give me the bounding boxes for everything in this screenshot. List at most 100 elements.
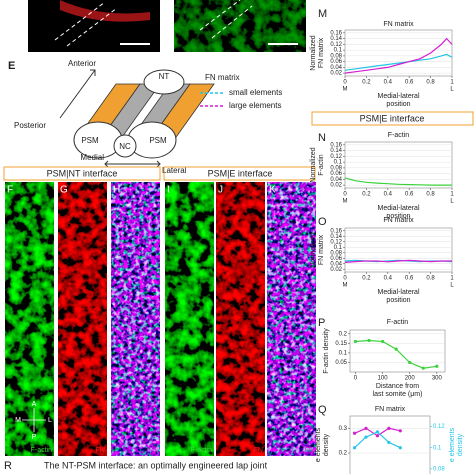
y-tick-label: 0.04 bbox=[330, 65, 342, 71]
y-tick-label: 0.12 bbox=[330, 154, 342, 160]
caption: The NT-PSM interface: an optimally engin… bbox=[44, 460, 268, 470]
x-axis-label: Distance from bbox=[376, 383, 419, 390]
data-point bbox=[352, 431, 357, 435]
structure-label: NC bbox=[119, 142, 131, 151]
y-tick-label: 0.15 bbox=[335, 341, 347, 347]
axis-label: Lateral bbox=[162, 166, 187, 175]
y2-tick-label: 0.12 bbox=[433, 424, 445, 430]
x-tick-label: 0.6 bbox=[405, 276, 414, 282]
data-point bbox=[421, 366, 425, 370]
end-label: M bbox=[343, 283, 348, 289]
x-tick-label: 0.8 bbox=[426, 276, 435, 282]
y-tick-label: 0.02 bbox=[330, 183, 342, 189]
end-label: M bbox=[343, 87, 348, 93]
x-tick-label: 0.8 bbox=[426, 80, 435, 86]
axis-arrow bbox=[59, 69, 96, 119]
axis-label: Posterior bbox=[14, 121, 46, 130]
stain-label: F-actin bbox=[191, 447, 213, 454]
x-tick-label: 0 bbox=[354, 376, 358, 382]
group-box bbox=[3, 166, 161, 181]
data-point bbox=[394, 347, 398, 351]
legend-title: FN matrix bbox=[205, 73, 240, 82]
panel-label: R bbox=[4, 460, 12, 472]
panel-label: M bbox=[318, 8, 327, 20]
x-tick-label: 0 bbox=[343, 192, 347, 198]
plot-title: FN matrix bbox=[383, 21, 414, 28]
x-tick-label: 1 bbox=[450, 192, 454, 198]
x-tick-label: 0.2 bbox=[362, 192, 371, 198]
compass bbox=[22, 408, 46, 432]
x-tick-label: 0.4 bbox=[384, 192, 393, 198]
y2-axis-label: e elements bbox=[449, 427, 456, 462]
y-tick-label: 0.2 bbox=[339, 451, 348, 457]
plot-title: FN matrix bbox=[383, 217, 414, 224]
y-tick-label: 0.2 bbox=[339, 331, 348, 337]
panel-label: O bbox=[318, 216, 327, 228]
stain-label: FN bbox=[254, 447, 263, 454]
y-tick-label: 0.02 bbox=[330, 71, 342, 77]
panel-label: N bbox=[318, 132, 326, 144]
data-point bbox=[398, 446, 402, 450]
x-tick-label: 0 bbox=[343, 80, 347, 86]
y-tick-label: 0.14 bbox=[330, 234, 342, 240]
panel-label: F bbox=[7, 185, 13, 196]
x-tick-label: 0.8 bbox=[426, 192, 435, 198]
stain-band bbox=[60, 0, 150, 22]
y-tick-label: 0.04 bbox=[330, 177, 342, 183]
y-tick-label: 0.1 bbox=[334, 48, 343, 54]
series-line bbox=[344, 37, 453, 74]
plot-title: FN matrix bbox=[375, 406, 406, 413]
nc-end bbox=[113, 134, 137, 158]
dashed-outline bbox=[199, 0, 253, 39]
data-point bbox=[352, 446, 357, 450]
group-title: PSM|E interface bbox=[360, 113, 425, 123]
end-label: M bbox=[343, 199, 348, 205]
y-axis-label: e elements bbox=[315, 427, 322, 462]
plot-area bbox=[349, 415, 431, 474]
x-tick-label: 0 bbox=[343, 276, 347, 282]
x-tick-label: 0.2 bbox=[362, 80, 371, 86]
data-point bbox=[375, 430, 380, 434]
micrograph-texture bbox=[216, 182, 265, 456]
y-tick-label: 0.16 bbox=[330, 142, 342, 148]
data-point bbox=[387, 440, 391, 445]
x-axis-label: last somite (μm) bbox=[373, 391, 423, 398]
plot-area bbox=[344, 227, 453, 273]
y-tick-label: 0.16 bbox=[330, 30, 342, 36]
x-axis-label: Medial-lateral bbox=[377, 93, 419, 100]
y-tick-label: 0.08 bbox=[330, 53, 342, 59]
x-tick-label: 100 bbox=[378, 376, 389, 382]
stain-label: FN bbox=[96, 447, 105, 454]
x-tick-label: 0.4 bbox=[384, 80, 393, 86]
micrograph-texture bbox=[267, 182, 316, 456]
panel-label: K bbox=[269, 185, 276, 196]
structure-label: NT bbox=[159, 72, 170, 81]
stain-label: FN bbox=[149, 447, 158, 454]
structure-label: PSM bbox=[81, 136, 99, 145]
legend-label: small elements bbox=[229, 88, 282, 97]
micrograph-texture bbox=[165, 182, 214, 456]
x-tick-label: 0.2 bbox=[362, 276, 371, 282]
legend-label: large elements bbox=[229, 101, 281, 110]
data-point bbox=[353, 339, 358, 344]
axis-label: Medial bbox=[80, 153, 104, 162]
compass-label: P bbox=[32, 434, 37, 441]
series-line bbox=[344, 53, 453, 71]
y-tick-label: 0.05 bbox=[335, 360, 347, 366]
y-tick-label: 0.06 bbox=[330, 171, 342, 177]
y-tick-label: 0.08 bbox=[330, 250, 342, 256]
micrograph-texture bbox=[58, 182, 107, 456]
micrograph-texture bbox=[111, 182, 160, 456]
y2-axis-label: density bbox=[457, 433, 464, 456]
plot-area bbox=[349, 329, 446, 373]
group-box bbox=[163, 166, 316, 181]
plot-area bbox=[344, 141, 453, 189]
y-tick-label: 0.1 bbox=[334, 245, 343, 251]
y-tick-label: 0.14 bbox=[330, 36, 342, 42]
x-axis-label: position bbox=[386, 297, 410, 304]
panel-label: H bbox=[113, 185, 120, 196]
x-tick-label: 1 bbox=[450, 276, 454, 282]
y-tick-label: 0.3 bbox=[339, 426, 348, 432]
plot-title: F-actin bbox=[388, 132, 410, 139]
